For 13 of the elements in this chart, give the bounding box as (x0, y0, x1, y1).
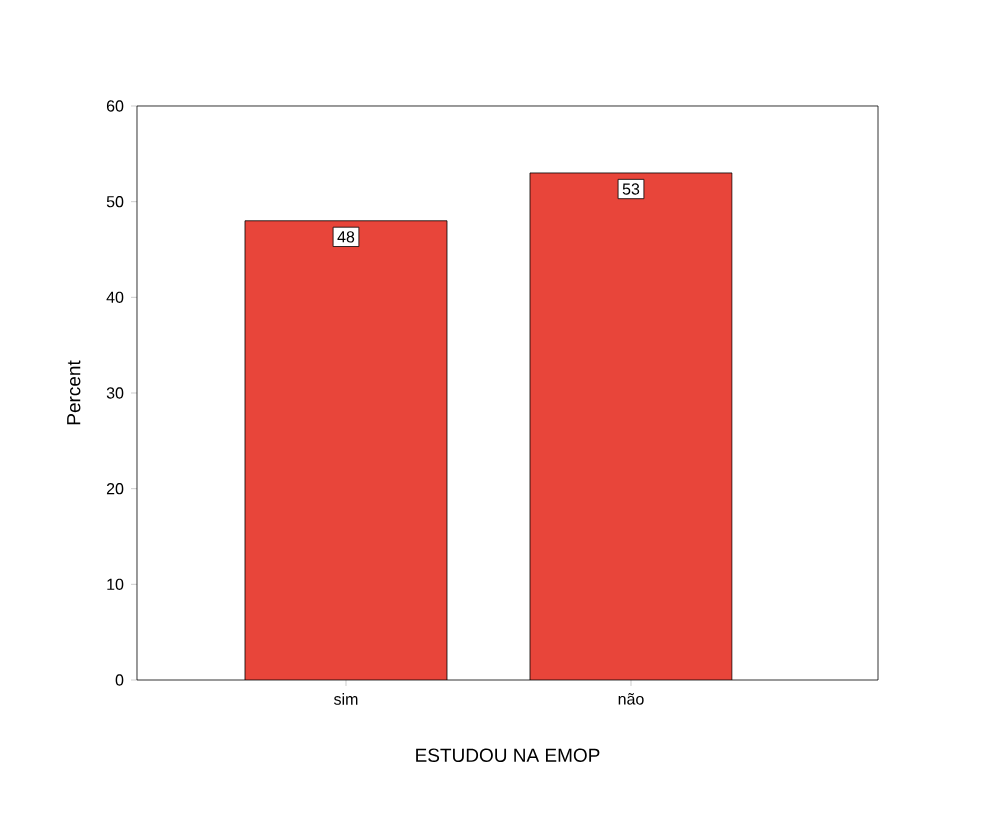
y-tick-label: 60 (106, 100, 124, 112)
data-label: 48 (337, 231, 355, 243)
y-axis-title: Percent (67, 360, 81, 425)
x-axis-title: ESTUDOU NA EMOP (416, 748, 600, 762)
x-tick-label: sim (333, 693, 358, 705)
data-label: 53 (622, 183, 640, 195)
y-tick-label: 10 (107, 578, 124, 590)
y-tick-label: 50 (106, 196, 124, 208)
y-tick-label: 30 (106, 387, 124, 399)
y-tick-label: 20 (106, 483, 124, 495)
y-tick-label: 0 (115, 674, 124, 686)
x-tick-label: não (618, 693, 644, 705)
y-tick-label: 40 (106, 291, 124, 303)
